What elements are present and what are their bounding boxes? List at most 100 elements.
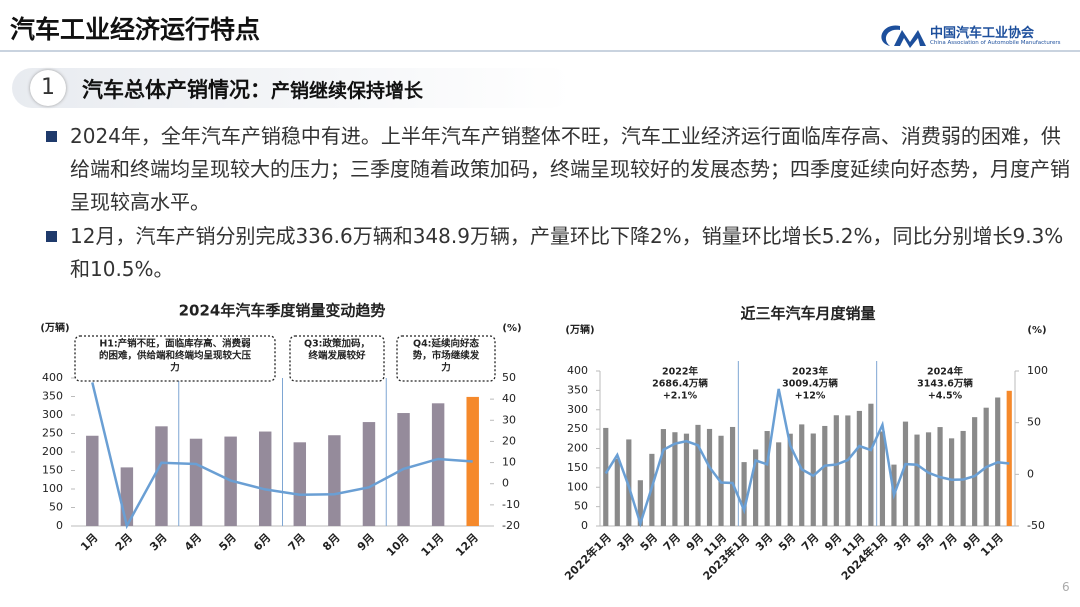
- bar: [706, 428, 713, 526]
- annotation-text: 2022年: [662, 366, 698, 378]
- annotation-box: [289, 335, 385, 382]
- bar: [328, 435, 341, 526]
- x-tick-label: 2月: [113, 531, 135, 553]
- annotation-text: 终端发展较好: [307, 350, 366, 362]
- annotation-text: 2023年: [792, 366, 828, 378]
- annotation-text: +4.5%: [928, 391, 963, 402]
- y-tick-label: 200: [42, 445, 63, 458]
- header-rule: [0, 50, 1080, 52]
- annotation-text: Q4:延续向好态: [413, 338, 479, 350]
- bar: [799, 424, 805, 526]
- y2-tick-label: -20: [502, 519, 520, 532]
- x-tick-label: 12月: [453, 531, 481, 559]
- bar: [695, 424, 701, 526]
- x-tick-label: 7月: [937, 531, 959, 553]
- logo-cn: 中国汽车工业协会: [930, 26, 1035, 41]
- y-tick-label: 400: [42, 371, 63, 384]
- x-tick-label: 7月: [799, 531, 821, 553]
- x-tick-label: 5月: [776, 531, 798, 553]
- y-tick-label: 300: [42, 408, 63, 421]
- x-tick-label: 2022年1月: [561, 530, 614, 583]
- y-tick-label: 400: [567, 364, 588, 377]
- chart-title: 近三年汽车月度销量: [740, 305, 875, 323]
- annotation-text: 2024年: [927, 366, 963, 378]
- x-tick-label: 5月: [638, 531, 660, 553]
- annotation-box: [396, 335, 496, 382]
- bar: [1006, 390, 1012, 526]
- y2-tick-label: -50: [1027, 519, 1045, 532]
- x-tick-label: 10月: [384, 531, 412, 559]
- y-tick-label: 50: [49, 501, 63, 514]
- bar: [972, 417, 978, 526]
- x-tick-label: 11月: [419, 531, 447, 559]
- annotation-text: 力: [441, 362, 451, 374]
- y-tick-label: 350: [42, 390, 63, 403]
- bar: [925, 432, 932, 526]
- bar: [833, 415, 839, 526]
- bar: [189, 438, 203, 526]
- annotation-box: [74, 335, 276, 382]
- bar: [902, 421, 909, 526]
- annotation-text: 3143.6万辆: [917, 378, 973, 390]
- y-tick-label: 50: [574, 500, 588, 513]
- y-tick-label: 200: [567, 442, 588, 455]
- line: [604, 388, 1010, 528]
- annotation-text: 势，市场继续发: [413, 350, 480, 362]
- y2-tick-label: 100: [1027, 364, 1048, 377]
- bar: [776, 442, 782, 526]
- annotation-text: 力: [170, 362, 180, 374]
- bullet: 12月，汽车产销分别完成336.6万辆和348.9万辆，产量环比下降2%，销量环…: [46, 220, 1070, 286]
- bar: [868, 403, 874, 526]
- x-tick-label: 4月: [182, 531, 204, 553]
- x-tick-label: 3月: [615, 531, 637, 553]
- y-tick-label: 300: [567, 403, 588, 416]
- y-tick-label: 250: [567, 422, 588, 435]
- section-subtitle: 产销继续保持增长: [271, 80, 424, 102]
- bar: [879, 431, 886, 526]
- y-unit: (万辆): [565, 323, 594, 336]
- annotation-text: +2.1%: [663, 391, 698, 402]
- x-tick-label: 7月: [286, 531, 308, 553]
- y2-tick-label: 0: [502, 477, 509, 490]
- chart: 近三年汽车月度销量 (万辆) (%) 0 50 100 150 200 250 300 350 400…: [561, 305, 1048, 583]
- bar: [822, 425, 828, 526]
- x-tick-label: 3月: [891, 531, 913, 553]
- annotation-text: Q3:政策加码，: [304, 338, 370, 350]
- section-title: 汽车总体产销情况：: [82, 78, 271, 102]
- annotation-text: 2686.4万辆: [652, 378, 708, 390]
- x-tick-label: 5月: [216, 531, 238, 553]
- bar: [753, 449, 759, 526]
- y2-tick-label: -10: [502, 498, 520, 511]
- bar: [258, 431, 272, 526]
- y2-tick-label: 10: [502, 456, 516, 469]
- bar: [614, 458, 620, 526]
- bar: [845, 415, 851, 526]
- chart-title: 2024年汽车季度销量变动趋势: [179, 302, 386, 320]
- logo-mark: [881, 25, 926, 48]
- annotation-text: 3009.4万辆: [782, 378, 838, 390]
- bar: [949, 438, 955, 526]
- x-tick-label: 3月: [753, 531, 775, 553]
- bar: [86, 435, 99, 526]
- bullet: 2024年，全年汽车产销稳中有进。上半年汽车产销整体不旺，汽车工业经济运行面临库…: [46, 120, 1070, 219]
- bar: [603, 427, 609, 526]
- section-number: 1: [30, 70, 66, 106]
- y-tick-label: 0: [56, 519, 63, 532]
- slide-title: 汽车工业经济运行特点: [10, 15, 261, 44]
- y2-unit: (%): [1027, 325, 1046, 336]
- section-bar: [12, 68, 572, 108]
- y2-unit: (%): [502, 323, 521, 334]
- bar: [764, 431, 770, 526]
- y-unit: (万辆): [40, 321, 69, 334]
- bar: [362, 422, 376, 526]
- x-tick-label: 11月: [978, 531, 1006, 559]
- bar: [729, 426, 736, 526]
- y-tick-label: 100: [567, 480, 588, 493]
- y2-tick-label: 0: [1027, 467, 1034, 480]
- y-tick-label: 150: [42, 464, 63, 477]
- y2-tick-label: 50: [502, 371, 516, 384]
- bar: [293, 442, 307, 526]
- bar: [810, 433, 816, 526]
